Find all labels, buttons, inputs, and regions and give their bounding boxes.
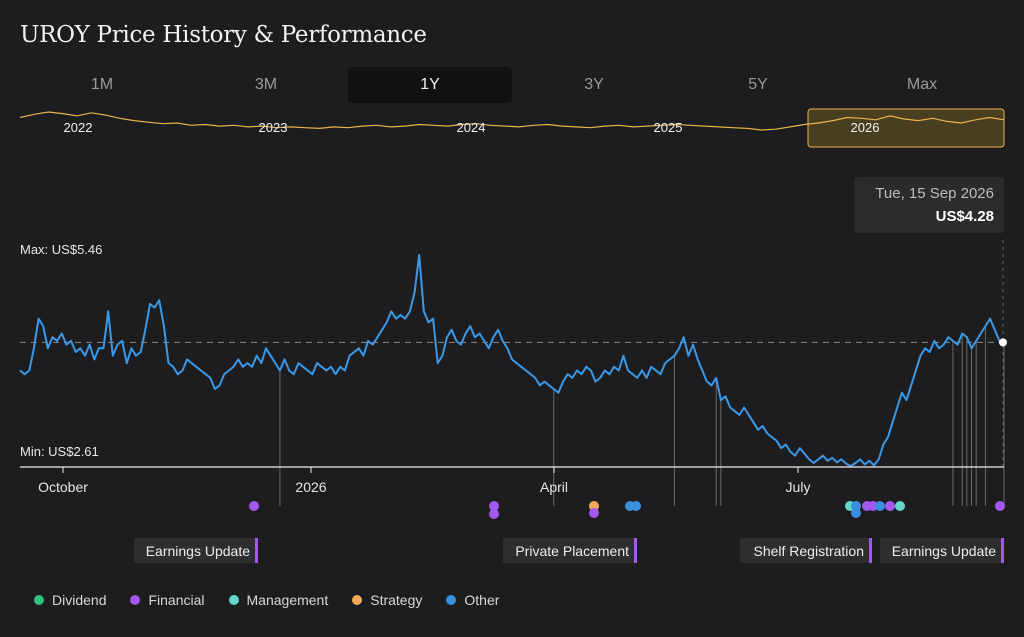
max-label: Max: US$5.46 [20,242,102,257]
overview-chart[interactable]: 2022 2023 2024 2025 2026 [0,100,1024,152]
event-label-marker [634,538,637,563]
x-tick-label: 2026 [295,479,326,495]
x-tick-label: October [38,479,88,495]
event-label: Earnings Update [146,543,251,559]
overview-tick-label: 2024 [457,120,486,135]
event-dot [589,501,599,511]
event-dot [249,501,259,511]
price-chart[interactable]: Max: US$5.46 Min: US$2.61 October 2026 April… [0,170,1024,590]
event-dot [868,501,878,511]
legend-dot-dividend [34,595,44,605]
event-label-box [134,538,258,563]
overview-tick-label: 2022 [64,120,93,135]
legend: Dividend Financial Management Strategy O… [34,592,523,608]
event-dot [875,501,885,511]
tab-3y[interactable]: 3Y [584,76,604,93]
overview-tick-label: 2023 [259,120,288,135]
event-label-box [880,538,1004,563]
event-dot [489,501,499,511]
event-dot [895,501,905,511]
overview-line [19,111,1005,131]
event-label-box [503,538,637,563]
event-label-marker [869,538,872,563]
tab-3m[interactable]: 3M [254,76,278,93]
tab-1y[interactable]: 1Y [348,67,512,103]
event-dot [995,501,1005,511]
legend-item-management: Management [228,592,329,608]
price-tooltip: Tue, 15 Sep 2026 US$4.28 [854,177,1004,233]
current-point [999,338,1007,347]
event-dot [489,509,499,519]
event-label: Shelf Registration [753,543,864,559]
legend-item-other: Other [446,592,499,608]
page-title: UROY Price History & Performance [20,22,427,48]
legend-label: Other [464,592,500,608]
event-dot [885,501,895,511]
legend-dot-strategy [352,595,363,605]
tooltip-value: US$4.28 [935,208,994,225]
range-tabs: 1M 3M 1Y 3Y 5Y Max [20,67,1004,103]
legend-dot-management [228,595,239,605]
overview-tick-label: 2025 [654,120,683,135]
x-tick-label: April [540,479,568,495]
legend-label: Dividend [52,592,107,608]
legend-label: Strategy [370,592,423,608]
event-label-box [740,538,872,563]
tab-max[interactable]: Max [906,76,938,93]
legend-item-strategy: Strategy [352,592,422,608]
legend-label: Financial [148,592,205,608]
overview-tick-label: 2026 [851,120,880,135]
event-dot [851,508,861,518]
event-label: Earnings Update [892,543,997,559]
tooltip-date: Tue, 15 Sep 2026 [875,185,994,202]
event-label-marker [255,538,258,563]
event-dot [851,501,861,511]
event-dot [589,508,599,518]
legend-label: Management [246,592,329,608]
legend-item-dividend: Dividend [34,592,106,608]
selected-range [807,108,1005,148]
min-label: Min: US$2.61 [20,444,99,459]
event-label: Private Placement [515,543,629,559]
event-label-marker [1001,538,1004,563]
x-tick-label: July [786,479,811,495]
event-dot [631,501,641,511]
tab-1m[interactable]: 1M [90,76,114,93]
price-line [19,254,1005,467]
legend-dot-other [446,595,457,605]
tab-5y[interactable]: 5Y [748,76,768,93]
legend-item-financial: Financial [130,592,205,608]
legend-dot-financial [130,595,141,605]
